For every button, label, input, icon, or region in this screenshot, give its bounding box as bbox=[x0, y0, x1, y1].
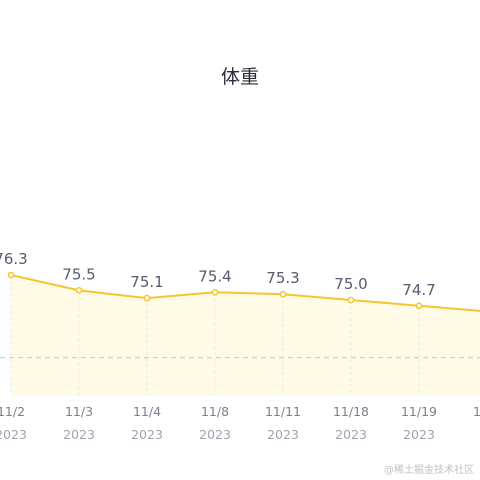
x-tick-label-4: 11/11 bbox=[265, 404, 301, 419]
value-label-1: 75.5 bbox=[62, 265, 95, 283]
x-tick-label-6: 11/19 bbox=[401, 404, 437, 419]
x-tick-label-2: 11/4 bbox=[133, 404, 161, 419]
data-point-0 bbox=[7, 271, 15, 279]
value-label-4: 75.3 bbox=[266, 269, 299, 287]
data-point-4 bbox=[279, 290, 287, 298]
value-label-6: 74.7 bbox=[402, 281, 435, 299]
x-year-label-3: 2023 bbox=[199, 427, 231, 442]
x-tick-label-7: 11/2 bbox=[473, 404, 480, 419]
watermark: @稀土掘金技术社区 bbox=[384, 465, 474, 476]
x-year-label-2: 2023 bbox=[131, 427, 163, 442]
value-label-2: 75.1 bbox=[130, 273, 163, 291]
x-year-label-5: 2023 bbox=[335, 427, 367, 442]
data-point-1 bbox=[75, 287, 83, 294]
value-label-5: 75.0 bbox=[334, 275, 367, 293]
x-tick-label-3: 11/8 bbox=[201, 404, 229, 419]
series-line bbox=[10, 274, 480, 312]
chart-title: 体重 bbox=[220, 66, 259, 88]
x-year-label-1: 2023 bbox=[63, 427, 95, 442]
data-point-5 bbox=[347, 296, 355, 304]
data-point-6 bbox=[415, 302, 423, 310]
data-point-2 bbox=[143, 294, 151, 302]
x-year-label-4: 2023 bbox=[267, 427, 299, 442]
value-label-3: 75.4 bbox=[198, 267, 231, 285]
data-point-3 bbox=[211, 288, 219, 296]
x-tick-label-0: 11/2 bbox=[0, 404, 25, 419]
area-fill bbox=[11, 275, 480, 396]
x-year-label-6: 2023 bbox=[403, 427, 435, 442]
value-label-0: 76.3 bbox=[0, 250, 28, 268]
x-tick-label-1: 11/3 bbox=[65, 404, 93, 419]
x-tick-label-5: 11/18 bbox=[333, 404, 369, 419]
x-year-label-0: 2023 bbox=[0, 427, 27, 442]
